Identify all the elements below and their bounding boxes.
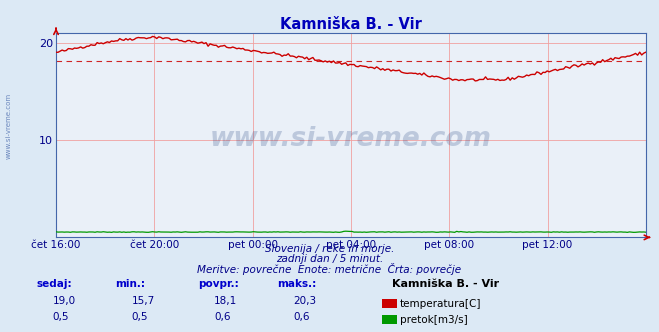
Title: Kamniška B. - Vir: Kamniška B. - Vir xyxy=(280,17,422,32)
Text: 19,0: 19,0 xyxy=(53,296,76,306)
Text: povpr.:: povpr.: xyxy=(198,279,239,289)
Text: www.si-vreme.com: www.si-vreme.com xyxy=(5,93,11,159)
Text: 15,7: 15,7 xyxy=(132,296,155,306)
Text: Meritve: povrečne  Enote: metrične  Črta: povrečje: Meritve: povrečne Enote: metrične Črta: … xyxy=(198,263,461,275)
Text: 0,6: 0,6 xyxy=(214,312,231,322)
Text: www.si-vreme.com: www.si-vreme.com xyxy=(210,126,492,152)
Text: sedaj:: sedaj: xyxy=(36,279,72,289)
Text: zadnji dan / 5 minut.: zadnji dan / 5 minut. xyxy=(276,254,383,264)
Text: Kamniška B. - Vir: Kamniška B. - Vir xyxy=(392,279,500,289)
Text: temperatura[C]: temperatura[C] xyxy=(400,299,482,309)
Text: pretok[m3/s]: pretok[m3/s] xyxy=(400,315,468,325)
Text: min.:: min.: xyxy=(115,279,146,289)
Text: 20,3: 20,3 xyxy=(293,296,316,306)
Text: 0,6: 0,6 xyxy=(293,312,310,322)
Text: 0,5: 0,5 xyxy=(132,312,148,322)
Text: 18,1: 18,1 xyxy=(214,296,237,306)
Text: 0,5: 0,5 xyxy=(53,312,69,322)
Text: Slovenija / reke in morje.: Slovenija / reke in morje. xyxy=(265,244,394,254)
Text: maks.:: maks.: xyxy=(277,279,316,289)
